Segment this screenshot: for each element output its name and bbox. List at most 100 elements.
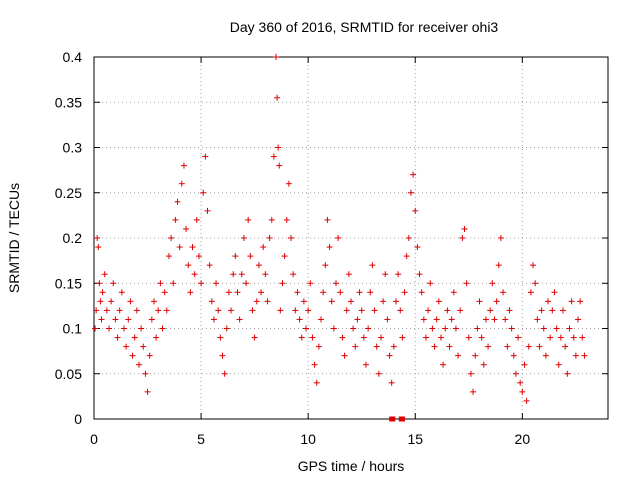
y-tick-label: 0 bbox=[74, 411, 82, 427]
data-point bbox=[274, 94, 281, 101]
data-point bbox=[112, 316, 119, 323]
data-point bbox=[506, 307, 513, 314]
data-point bbox=[99, 289, 106, 296]
data-point bbox=[195, 253, 202, 260]
data-point bbox=[213, 280, 220, 287]
data-point bbox=[277, 307, 284, 314]
data-point bbox=[163, 307, 170, 314]
x-tick-label: 5 bbox=[197, 431, 205, 447]
data-point bbox=[200, 189, 207, 196]
data-point bbox=[234, 289, 241, 296]
chart-title: Day 360 of 2016, SRMTID for receiver ohi… bbox=[230, 19, 499, 35]
data-point bbox=[557, 334, 564, 341]
data-point bbox=[215, 307, 222, 314]
data-point bbox=[519, 388, 526, 395]
y-tick-label: 0.1 bbox=[63, 321, 83, 337]
data-point bbox=[300, 298, 307, 305]
y-tick-label: 0.2 bbox=[63, 230, 83, 246]
data-point bbox=[562, 343, 569, 350]
data-point bbox=[266, 235, 273, 241]
data-point bbox=[288, 235, 295, 241]
data-point bbox=[262, 271, 269, 278]
data-point bbox=[303, 325, 310, 332]
y-tick-label: 0.35 bbox=[55, 94, 82, 110]
data-point bbox=[575, 316, 582, 323]
data-point-square bbox=[399, 416, 405, 422]
data-point bbox=[566, 325, 573, 332]
data-point bbox=[326, 244, 333, 251]
data-point bbox=[148, 316, 155, 323]
data-point bbox=[328, 298, 335, 305]
data-point bbox=[410, 171, 417, 178]
data-point bbox=[210, 316, 217, 323]
data-point bbox=[253, 298, 260, 305]
data-points bbox=[92, 54, 588, 422]
data-point bbox=[315, 343, 322, 350]
data-point bbox=[360, 334, 367, 341]
data-point bbox=[223, 325, 230, 332]
data-point bbox=[191, 271, 198, 278]
data-point bbox=[407, 189, 414, 196]
data-point bbox=[431, 343, 438, 350]
data-point bbox=[298, 334, 305, 341]
data-point bbox=[95, 244, 102, 251]
data-point bbox=[534, 316, 541, 323]
data-point bbox=[358, 307, 365, 314]
data-point bbox=[330, 325, 337, 332]
data-point bbox=[547, 334, 554, 341]
x-tick-label: 0 bbox=[90, 431, 98, 447]
data-point bbox=[517, 379, 524, 386]
data-point bbox=[427, 280, 434, 287]
data-point bbox=[251, 334, 258, 341]
data-point bbox=[294, 289, 301, 296]
data-point bbox=[247, 253, 254, 260]
data-point bbox=[545, 298, 552, 305]
data-point bbox=[369, 262, 376, 269]
data-point bbox=[542, 352, 549, 359]
data-point bbox=[118, 289, 125, 296]
y-tick-label: 0.05 bbox=[55, 366, 82, 382]
data-point bbox=[570, 334, 577, 341]
data-point bbox=[341, 352, 348, 359]
data-point bbox=[384, 316, 391, 323]
data-point bbox=[198, 280, 205, 287]
data-point bbox=[485, 343, 492, 350]
data-point bbox=[185, 262, 192, 269]
data-point bbox=[515, 334, 522, 341]
data-point bbox=[446, 343, 453, 350]
data-point bbox=[96, 280, 103, 287]
data-point bbox=[337, 289, 344, 296]
data-point bbox=[159, 325, 166, 332]
data-point bbox=[140, 343, 147, 350]
data-point bbox=[397, 307, 404, 314]
data-point bbox=[285, 180, 292, 187]
data-point bbox=[362, 361, 369, 368]
data-point bbox=[467, 370, 474, 377]
data-point bbox=[487, 307, 494, 314]
y-tick-label: 0.15 bbox=[55, 275, 82, 291]
data-point bbox=[551, 289, 558, 296]
data-point bbox=[116, 307, 123, 314]
data-point bbox=[320, 289, 327, 296]
data-point bbox=[530, 262, 537, 269]
x-tick-label: 15 bbox=[407, 431, 423, 447]
data-point bbox=[380, 298, 387, 305]
x-tick-label: 10 bbox=[300, 431, 316, 447]
data-point bbox=[125, 316, 132, 323]
data-point bbox=[221, 370, 228, 377]
data-point bbox=[279, 280, 286, 287]
data-point bbox=[461, 225, 468, 232]
data-point bbox=[448, 316, 455, 323]
data-point bbox=[208, 298, 215, 305]
data-point bbox=[457, 307, 464, 314]
data-point bbox=[508, 325, 515, 332]
data-point bbox=[523, 397, 530, 404]
data-point bbox=[108, 298, 115, 305]
data-point bbox=[129, 352, 136, 359]
data-point bbox=[577, 298, 584, 305]
data-point bbox=[425, 307, 432, 314]
data-point bbox=[560, 307, 567, 314]
data-point bbox=[536, 343, 543, 350]
data-point bbox=[463, 280, 470, 287]
y-tick-label: 0.4 bbox=[63, 49, 83, 65]
